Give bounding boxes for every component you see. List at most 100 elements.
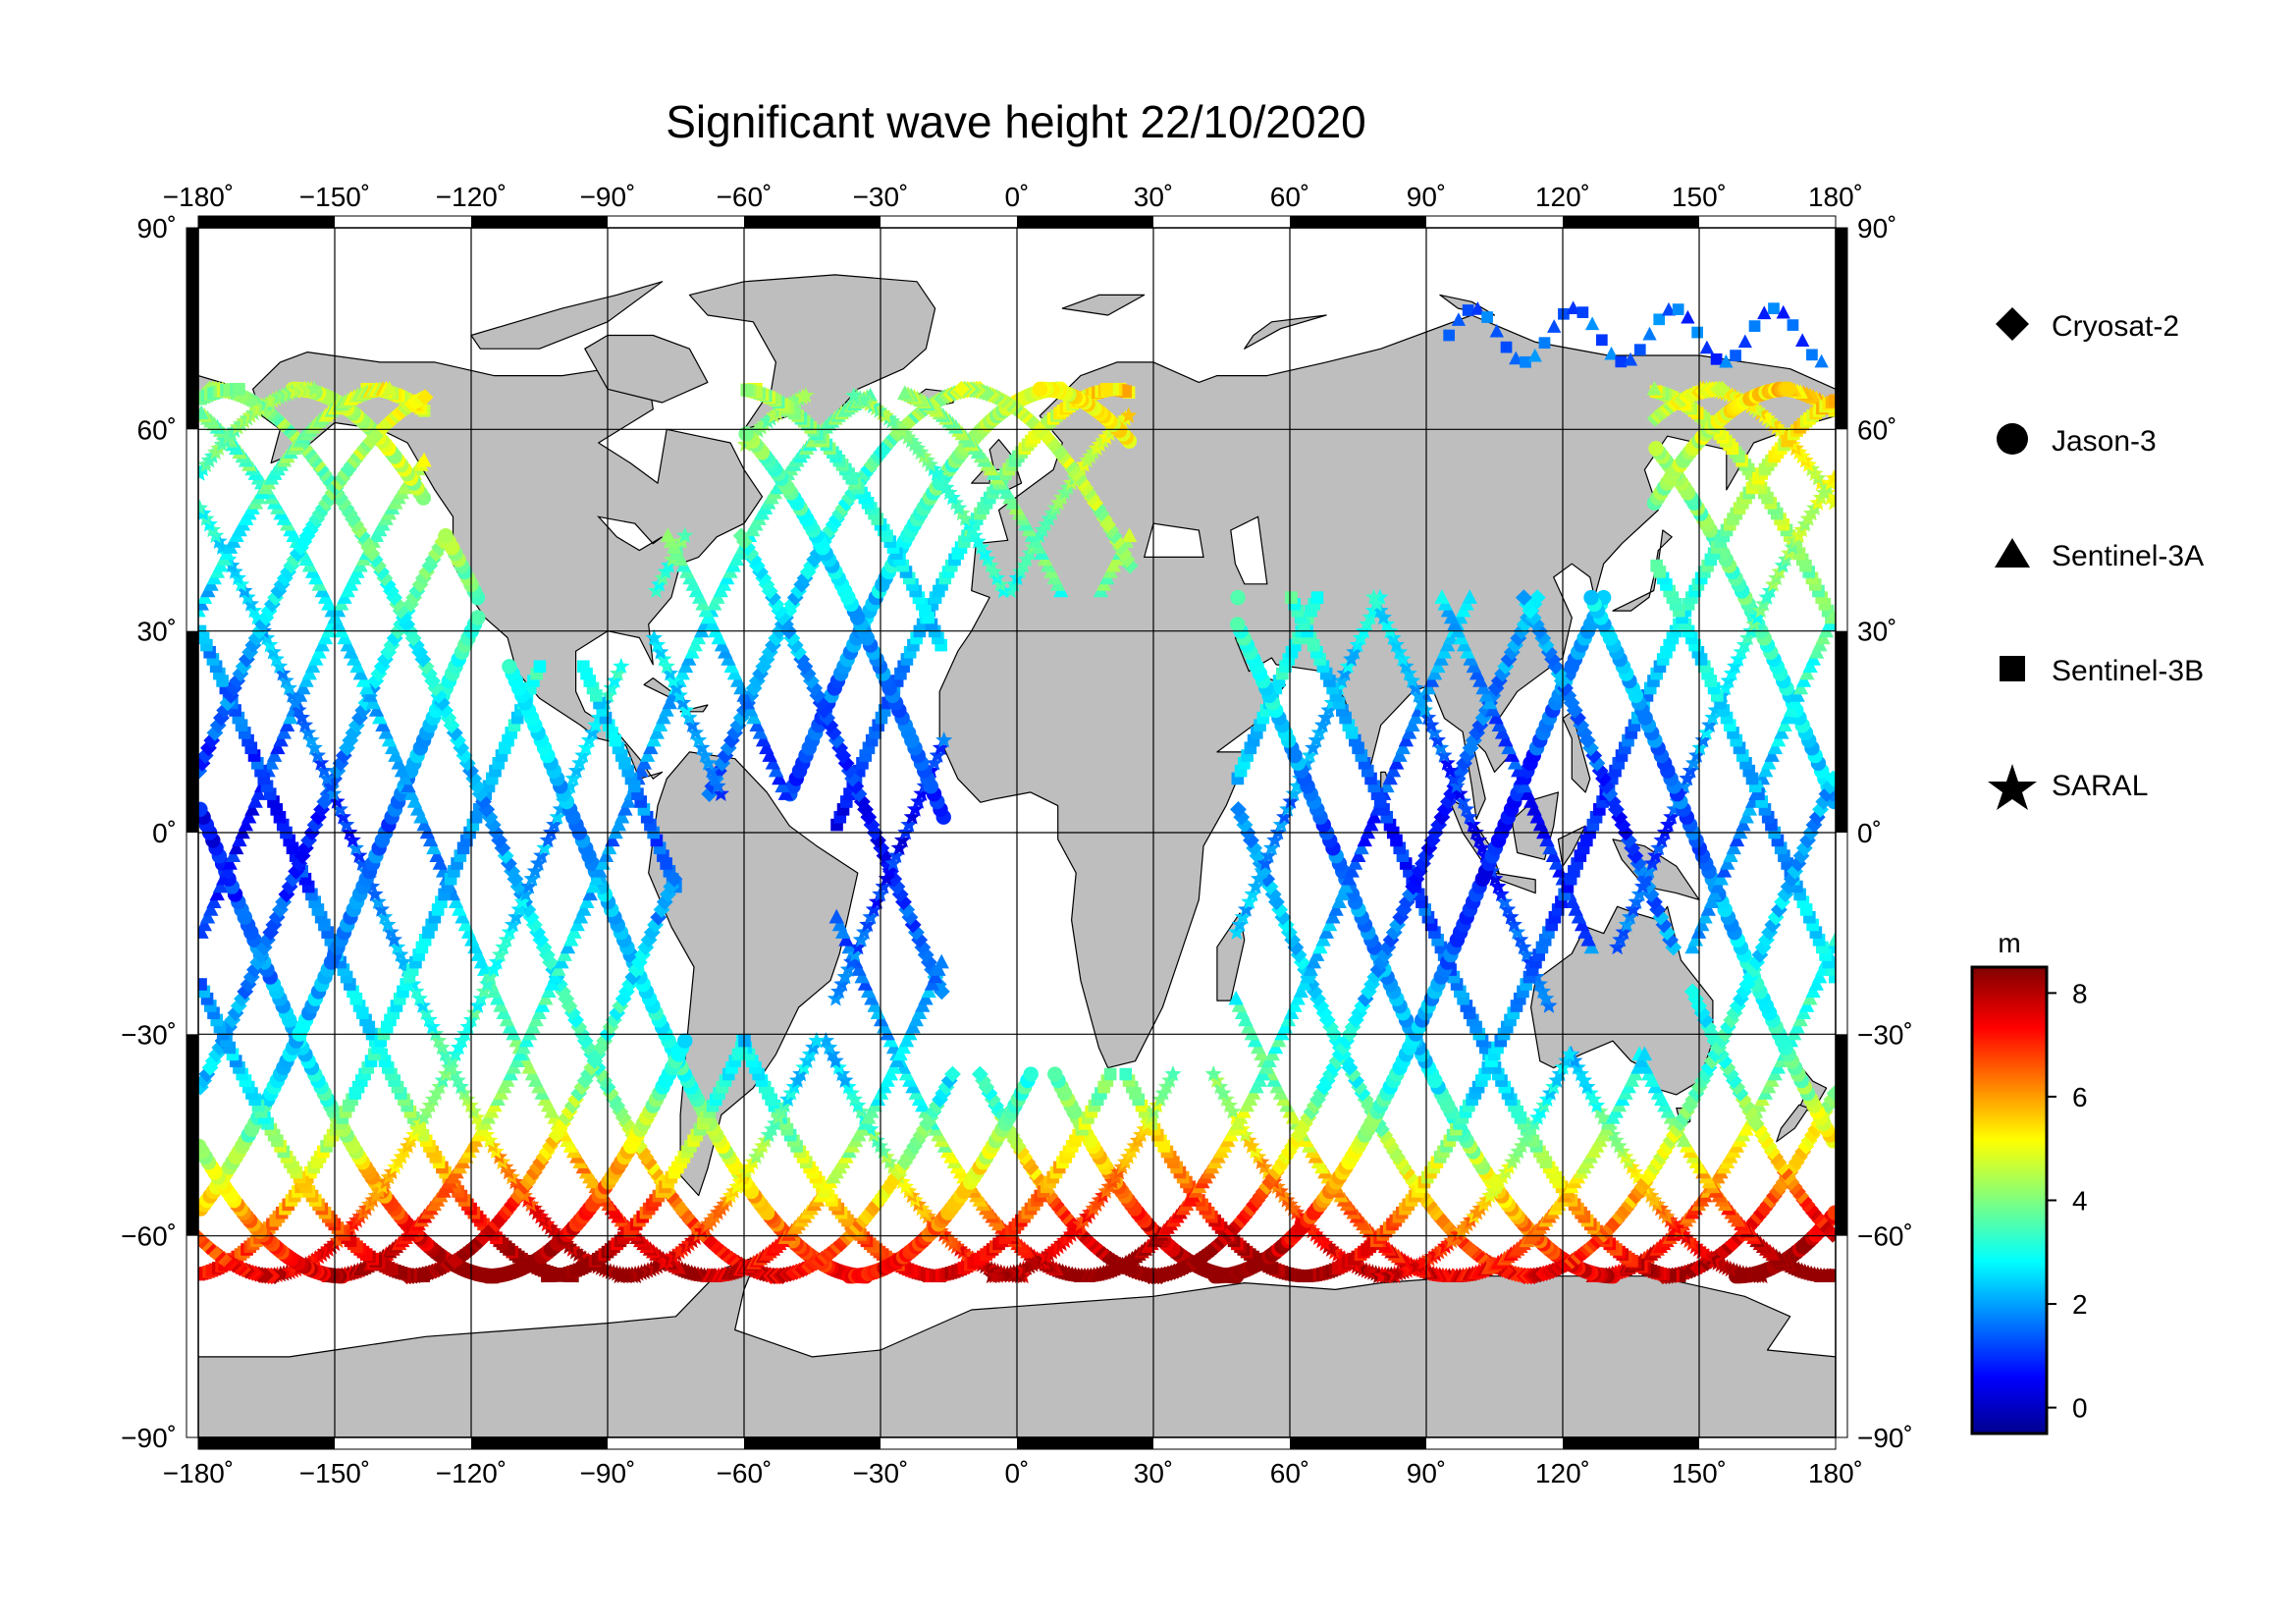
track-point-sentinel-3a [413,808,429,824]
track-point-sentinel-3a [652,717,668,732]
track-point-sentinel-3a [646,731,662,747]
track-point-sentinel-3a [614,808,630,824]
track-point-saral [274,665,292,681]
track-point-cryosat-2 [1003,1126,1021,1144]
track-point-cryosat-2 [1803,1126,1821,1144]
track-point-cryosat-2 [612,1103,629,1120]
track-point-sentinel-3a [238,816,254,832]
track-point-saral [661,665,679,681]
track-point-saral [475,982,493,1000]
track-point-sentinel-3a [617,800,633,816]
track-point-saral [852,931,870,947]
track-point-saral [271,657,289,675]
track-point-sentinel-3a [355,673,372,687]
track-point-cryosat-2 [555,1114,571,1132]
track-point-saral [868,893,886,909]
track-point-saral [846,946,864,962]
track-point-sentinel-3a [563,931,579,947]
track-point-sentinel-3a [660,527,676,543]
track-point-sentinel-3a [831,916,848,932]
track-point-cryosat-2 [990,1103,1008,1120]
track-point-cryosat-2 [399,616,416,633]
track-point-sentinel-3a [921,983,936,999]
track-point-saral [198,499,209,515]
track-point-saral [549,808,566,825]
track-point-sentinel-3b [198,631,210,645]
track-point-saral [334,808,352,825]
track-point-sentinel-3a [838,931,854,947]
track-point-sentinel-3a [400,778,416,793]
track-point-sentinel-3a [232,832,247,847]
track-point-saral [290,701,307,718]
track-point-cryosat-2 [262,924,280,942]
track-point-saral [482,968,500,985]
track-point-cryosat-2 [580,1065,597,1083]
track-point-saral [906,800,925,817]
track-point-cryosat-2 [535,1148,553,1165]
track-point-saral [536,839,554,856]
track-point-saral [395,953,412,970]
track-point-sentinel-3a [473,953,490,969]
track-point-saral [520,878,538,894]
track-point-cryosat-2 [347,717,365,734]
track-point-cryosat-2 [567,1011,584,1029]
track-point-sentinel-3a [295,679,311,695]
track-point-sentinel-3a [403,785,419,800]
track-point-sentinel-3a [198,916,212,932]
track-point-saral [893,831,912,848]
track-point-cryosat-2 [1006,1132,1024,1150]
track-point-cryosat-2 [198,1065,216,1083]
track-point-cryosat-2 [430,687,448,704]
track-point-sentinel-3a [601,839,617,855]
track-point-sentinel-3a [611,816,627,832]
map-title: Significant wave height 22/10/2020 [666,96,1366,147]
track-point-saral [369,893,387,909]
track-point-saral [261,636,279,653]
track-point-saral [258,628,276,646]
track-point-sentinel-3a [835,924,851,939]
track-point-cryosat-2 [563,1097,581,1114]
track-point-sentinel-3a [448,893,464,908]
land-polygon [1776,1104,1809,1143]
track-point-saral [696,746,714,763]
track-point-jason-3 [1047,1066,1063,1082]
track-point-saral [665,672,682,688]
track-point-saral [584,724,602,740]
land-polygon [1061,294,1146,316]
track-point-saral [686,724,705,740]
track-point-saral [862,908,880,925]
track-point-sentinel-3a [378,724,394,739]
track-point-saral [331,800,348,817]
track-point-sentinel-3a [385,739,400,755]
track-point-sentinel-3b [1100,382,1113,396]
track-point-sentinel-3a [841,939,857,954]
track-point-cryosat-2 [605,1011,622,1029]
track-point-saral [293,709,310,726]
track-point-saral [325,784,343,801]
track-point-sentinel-3b [740,384,754,397]
track-point-saral [648,636,667,653]
track-point-saral [926,754,943,771]
track-point-cryosat-2 [978,1078,995,1096]
track-point-saral [501,923,518,940]
track-point-saral [413,997,432,1013]
track-point-saral [887,846,905,863]
track-point-saral [587,716,605,733]
track-point-saral [564,769,582,786]
track-point-sentinel-3a [931,961,946,976]
track-point-saral [567,762,586,779]
track-point-saral [392,946,409,962]
track-point-sentinel-3a [924,976,940,991]
track-point-cryosat-2 [542,1138,559,1155]
track-point-saral [797,387,815,404]
track-point-saral [849,938,867,955]
track-point-jason-3 [1023,1066,1039,1082]
track-point-saral [667,678,685,696]
track-point-sentinel-3a [582,886,598,901]
track-point-sentinel-3a [768,762,784,778]
track-point-sentinel-3a [225,847,241,862]
track-point-saral [839,960,857,977]
track-point-saral [485,960,503,977]
track-point-cryosat-2 [609,1097,626,1114]
track-point-saral [658,657,675,675]
